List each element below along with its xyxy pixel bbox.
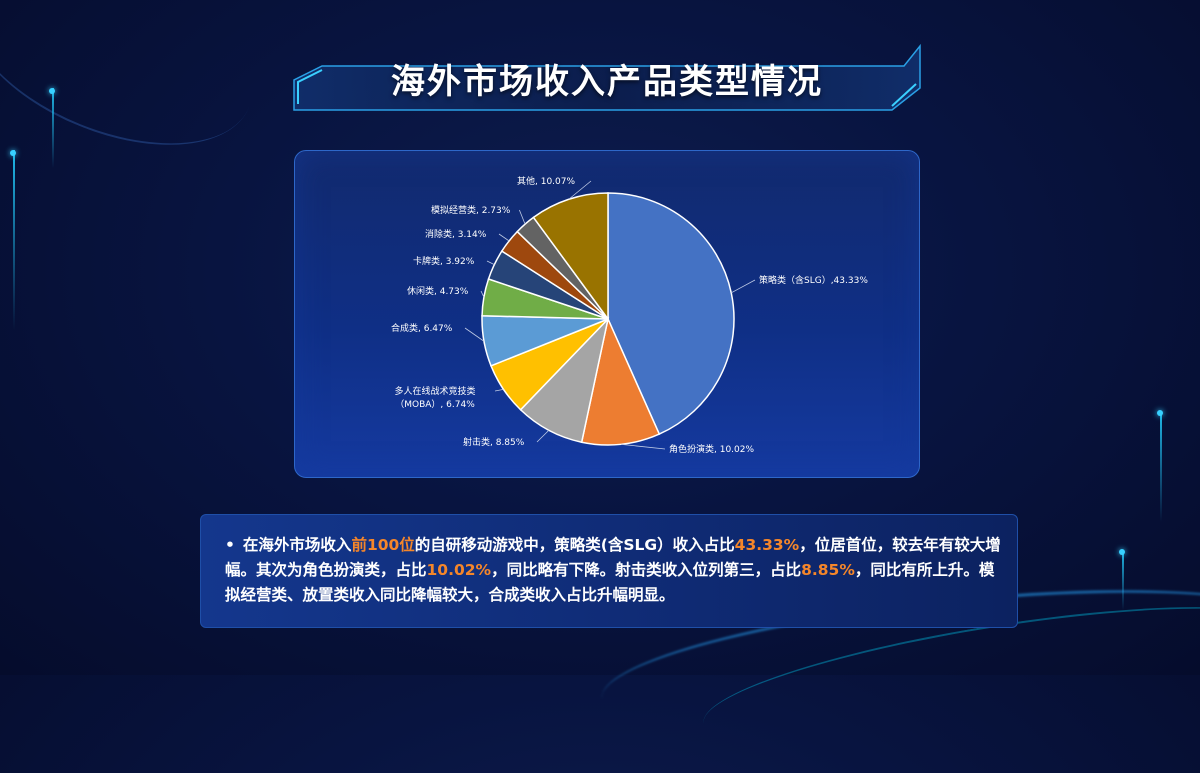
summary-text: • 在海外市场收入前100位的自研移动游戏中，策略类(含SLG）收入占比43.33…: [225, 533, 1005, 608]
decor-line-left-1: [52, 88, 54, 168]
summary-panel: • 在海外市场收入前100位的自研移动游戏中，策略类(含SLG）收入占比43.33…: [200, 514, 1018, 628]
decor-line-right-1: [1160, 412, 1162, 522]
data-label: 模拟经营类, 2.73%: [431, 204, 511, 216]
data-label: 卡牌类, 3.92%: [413, 255, 475, 267]
leader-line: [480, 290, 485, 298]
summary-part-1: 在海外市场收入: [242, 536, 352, 554]
data-label: 射击类, 8.85%: [463, 436, 525, 448]
leader-line: [536, 429, 550, 443]
decor-dot-left-1: [49, 88, 55, 94]
summary-highlight-top100: 前100位: [351, 536, 415, 554]
title-frame: 海外市场收入产品类型情况: [292, 44, 922, 112]
leader-line: [464, 327, 485, 342]
chart-panel: 策略类（含SLG）,43.33% 角色扮演类, 10.02% 射击类, 8.85% 多…: [294, 150, 920, 478]
decor-line-left-2: [13, 150, 15, 330]
pie-slice: [532, 192, 609, 322]
data-label: 合成类, 6.47%: [391, 322, 453, 334]
summary-part-2: 的自研移动游戏中，策略类(含SLG）收入占比: [414, 536, 735, 554]
data-label: 角色扮演类, 10.02%: [669, 443, 754, 455]
leader-line: [498, 233, 510, 242]
summary-highlight-rpg: 10.02%: [426, 561, 492, 579]
decor-dot-right-1: [1157, 410, 1163, 416]
data-label: （MOBA）, 6.74%: [395, 399, 475, 410]
pie-slice: [580, 316, 661, 446]
decor-dot-left-2: [10, 150, 16, 156]
data-label: 策略类（含SLG）,43.33%: [759, 274, 868, 286]
summary-highlight-shooter: 8.85%: [801, 561, 855, 579]
summary-part-5: ，同比有所上升。模拟经营类、放置类收入同比降幅较大，合成类收入占比升幅明显。: [225, 561, 995, 604]
leader-line: [494, 388, 504, 392]
title-frame-border: [293, 44, 921, 111]
pie-slice: [607, 192, 735, 436]
page-title: 海外市场收入产品类型情况: [391, 62, 823, 102]
data-label: 休闲类, 4.73%: [407, 285, 469, 297]
leader-line: [731, 279, 756, 294]
leader-line: [519, 209, 526, 225]
background-wave-top-left: [0, 0, 280, 183]
leader-line: [486, 260, 495, 265]
data-label: 多人在线战术竞技类: [394, 385, 475, 397]
leader-line: [568, 180, 592, 200]
summary-part-3: ，位居首位，较去年有较大增幅。其次为角色扮演类，占比: [225, 536, 1001, 579]
data-label: 消除类, 3.14%: [425, 228, 487, 240]
data-label: 其他, 10.07%: [517, 175, 575, 187]
summary-part-4: ，同比略有下降。射击类收入位列第三，占比: [491, 561, 802, 579]
pie-chart: 策略类（含SLG）,43.33% 角色扮演类, 10.02% 射击类, 8.85% 多…: [391, 175, 868, 455]
decor-line-right-2: [1122, 550, 1124, 610]
decor-dot-right-2: [1119, 549, 1125, 555]
leader-line: [621, 443, 666, 450]
bullet-icon: •: [225, 536, 235, 554]
summary-highlight-strategy: 43.33%: [734, 536, 800, 554]
